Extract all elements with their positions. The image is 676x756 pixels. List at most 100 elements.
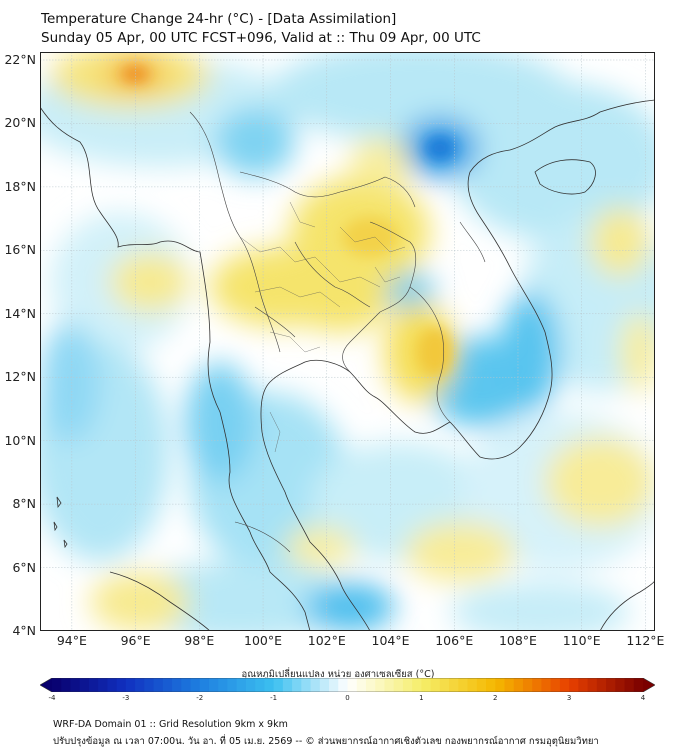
colorbar-segment — [236, 678, 247, 692]
lat-tick-label: 22°N — [4, 52, 36, 67]
colorbar-segment — [449, 678, 459, 692]
footer-update-info: ปรับปรุงข้อมูล ณ เวลา 07:00น. วัน อา. ที… — [53, 736, 599, 747]
colorbar-tick-label: -1 — [270, 694, 278, 702]
colorbar-segment — [208, 678, 219, 692]
map-subtitle: Sunday 05 Apr, 00 UTC FCST+096, Valid at… — [41, 30, 481, 46]
colorbar-segment — [430, 678, 441, 692]
lon-tick-label: 110°E — [562, 633, 601, 648]
colorbar-segment — [264, 678, 275, 692]
colorbar-segment — [504, 678, 515, 692]
colorbar-segment — [227, 678, 238, 692]
colorbar-segment — [144, 678, 155, 692]
colorbar-segment — [550, 678, 561, 692]
lat-tick-label: 8°N — [12, 496, 36, 512]
map-frame — [40, 52, 655, 631]
map-canvas — [40, 52, 655, 631]
colorbar-segment — [486, 678, 496, 692]
colorbar-tick-label: 1 — [419, 694, 424, 702]
colorbar-segment — [319, 678, 330, 692]
colorbar-segment — [199, 678, 210, 692]
colorbar-segment — [107, 678, 118, 692]
temperature-field — [40, 52, 655, 631]
map-title: Temperature Change 24-hr (°C) - [Data As… — [41, 11, 397, 27]
colorbar-segment — [273, 678, 284, 692]
colorbar-segment — [522, 678, 533, 692]
lat-tick-label: 12°N — [4, 369, 36, 385]
lat-tick-label: 16°N — [4, 242, 36, 258]
colorbar-tick-label: 2 — [493, 694, 498, 702]
colorbar-segment — [458, 678, 469, 692]
lon-tick-label: 108°E — [498, 633, 537, 648]
colorbar-segment — [52, 678, 62, 692]
lon-tick-label: 112°E — [626, 633, 665, 648]
colorbar-segment — [310, 678, 321, 692]
colorbar-segment — [578, 678, 589, 692]
lat-tick-label: 14°N — [4, 305, 36, 321]
colorbar-segment — [596, 678, 607, 692]
colorbar-segment — [190, 678, 201, 692]
colorbar-segment — [245, 678, 256, 692]
colorbar-tick-label: 3 — [566, 694, 572, 702]
colorbar-segment — [624, 678, 635, 692]
colorbar-tick-label: -4 — [48, 694, 56, 702]
province-borders — [239, 201, 406, 453]
colorbar-segment — [532, 678, 543, 692]
colorbar-segment — [162, 678, 173, 692]
colorbar-segment — [402, 678, 413, 692]
lon-tick-label: 100°E — [244, 633, 283, 648]
colorbar-segment — [61, 678, 72, 692]
colorbar-segment — [365, 678, 376, 692]
colorbar-tick-label: -2 — [196, 694, 204, 702]
colorbar-segment — [172, 678, 182, 692]
temperature-field-detail — [121, 66, 455, 377]
lat-tick-label: 4°N — [12, 623, 36, 638]
colorbar-segment — [181, 678, 192, 692]
colorbar-segment — [218, 678, 229, 692]
coastlines — [40, 99, 655, 631]
colorbar-segment — [513, 678, 524, 692]
colorbar-segment — [356, 678, 367, 692]
colorbar-segment — [615, 678, 626, 692]
colorbar-segment — [338, 678, 349, 692]
lon-tick-label: 102°E — [307, 633, 346, 648]
colorbar-segment — [98, 678, 109, 692]
colorbar-segment — [495, 678, 506, 692]
colorbar-tick-label: 0 — [345, 694, 350, 702]
colorbar-segment — [329, 678, 339, 692]
colorbar-segment — [125, 678, 136, 692]
colorbar-title: อุณหภูมิเปลี่ยนแปลง หน่วย องศาเซลเซียส (… — [241, 669, 435, 680]
colorbar-segment — [153, 678, 164, 692]
colorbar-segment — [412, 678, 422, 692]
lat-tick-label: 18°N — [4, 178, 36, 194]
colorbar-segment — [569, 678, 579, 692]
colorbar-segment — [421, 678, 432, 692]
colorbar-segment — [292, 678, 302, 692]
colorbar-segment — [70, 678, 81, 692]
colorbar-tick-label: 4 — [640, 694, 646, 702]
colorbar-segment — [633, 678, 644, 692]
lat-tick-label: 20°N — [4, 115, 36, 131]
country-borders — [189, 111, 486, 553]
colorbar-segment — [541, 678, 552, 692]
lat-tick-label: 6°N — [12, 559, 36, 575]
lat-tick-label: 10°N — [4, 432, 36, 448]
colorbar-tick-label: -3 — [122, 694, 130, 702]
lon-tick-label: 96°E — [120, 633, 151, 648]
colorbar — [40, 678, 655, 692]
lon-tick-label: 98°E — [184, 633, 215, 648]
colorbar-segment — [587, 678, 598, 692]
footer-model-info: WRF-DA Domain 01 :: Grid Resolution 9km … — [53, 719, 288, 730]
lon-tick-label: 106°E — [435, 633, 474, 648]
colorbar-segment — [606, 678, 616, 692]
colorbar-segment — [559, 678, 570, 692]
colorbar-segment — [116, 678, 127, 692]
colorbar-segment — [255, 678, 265, 692]
map-graticule — [40, 52, 655, 631]
lon-tick-label: 94°E — [56, 633, 87, 648]
colorbar-segment — [282, 678, 293, 692]
colorbar-segment — [135, 678, 145, 692]
colorbar-segment — [301, 678, 312, 692]
colorbar-segment — [467, 678, 478, 692]
lon-tick-label: 104°E — [371, 633, 410, 648]
colorbar-segment — [347, 678, 358, 692]
